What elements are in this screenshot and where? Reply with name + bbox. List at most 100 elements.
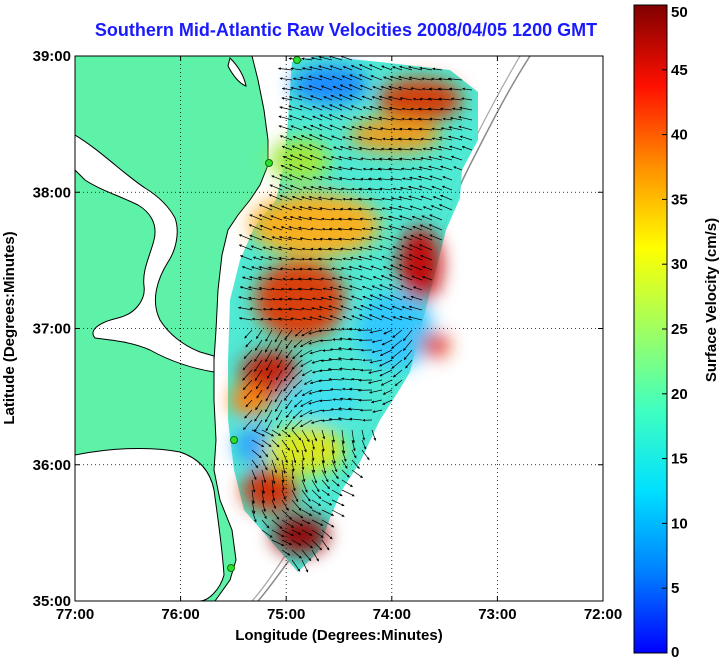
velocity-arrow <box>281 145 293 151</box>
velocity-arrow <box>369 329 383 334</box>
velocity-arrow <box>390 117 403 121</box>
velocity-arrow <box>301 307 313 311</box>
velocity-arrow <box>281 469 285 483</box>
velocity-arrow <box>399 254 413 261</box>
velocity-arrow <box>282 155 293 161</box>
velocity-arrow <box>261 449 269 458</box>
velocity-arrow <box>361 227 373 231</box>
velocity-arrow <box>252 256 263 261</box>
velocity-arrow <box>338 285 353 291</box>
velocity-arrow <box>301 559 309 573</box>
velocity-arrow <box>330 328 343 331</box>
velocity-arrow <box>340 115 353 121</box>
velocity-patch <box>235 427 275 463</box>
velocity-arrow <box>329 315 343 321</box>
velocity-arrow <box>438 155 453 161</box>
velocity-arrow <box>258 266 273 271</box>
velocity-arrow <box>331 439 335 454</box>
velocity-arrow <box>262 246 273 251</box>
velocity-arrow <box>311 359 323 364</box>
velocity-arrow <box>288 307 303 311</box>
velocity-arrow <box>399 215 413 221</box>
velocity-arrow <box>409 176 423 181</box>
velocity-arrow <box>288 246 303 251</box>
velocity-arrow <box>388 274 403 281</box>
velocity-arrow <box>369 105 383 111</box>
velocity-arrow <box>381 197 393 201</box>
velocity-arrow <box>319 206 333 211</box>
velocity-arrow <box>393 369 403 378</box>
velocity-arrow <box>382 266 393 271</box>
velocity-arrow <box>281 509 293 520</box>
velocity-arrow <box>238 296 253 301</box>
velocity-arrow <box>340 305 353 311</box>
velocity-arrow <box>461 97 473 101</box>
velocity-arrow <box>274 389 283 403</box>
velocity-arrow <box>261 529 273 538</box>
velocity-arrow <box>285 399 293 410</box>
colorbar-tick-label: 30 <box>671 256 688 273</box>
velocity-arrow <box>379 187 393 191</box>
velocity-arrow <box>271 287 283 291</box>
velocity-arrow <box>271 449 279 461</box>
velocity-arrow <box>348 156 363 161</box>
velocity-arrow <box>409 147 423 151</box>
velocity-arrow <box>358 64 373 71</box>
velocity-arrow <box>310 186 323 191</box>
velocity-arrow <box>309 349 323 355</box>
velocity-arrow <box>403 339 413 351</box>
velocity-arrow <box>291 469 295 480</box>
velocity-arrow <box>399 274 413 281</box>
velocity-arrow <box>379 284 393 291</box>
velocity-arrow <box>301 369 313 377</box>
velocity-arrow <box>461 87 473 91</box>
velocity-arrow <box>322 287 333 291</box>
velocity-arrow <box>418 166 433 171</box>
velocity-arrow <box>369 294 383 301</box>
velocity-arrow <box>321 509 335 516</box>
velocity-arrow <box>261 459 268 471</box>
x-tick-label: 72:00 <box>584 606 622 623</box>
velocity-arrow <box>278 236 293 241</box>
velocity-arrow <box>418 234 433 241</box>
velocity-arrow <box>408 315 423 321</box>
velocity-arrow <box>432 196 443 201</box>
velocity-arrow <box>342 315 353 321</box>
velocity-arrow <box>284 389 293 401</box>
velocity-arrow <box>338 237 353 241</box>
velocity-arrow <box>328 186 343 191</box>
velocity-arrow <box>362 106 373 111</box>
velocity-arrow <box>281 97 293 101</box>
velocity-arrow <box>291 359 303 370</box>
velocity-arrow <box>299 339 313 348</box>
velocity-arrow <box>301 489 311 502</box>
velocity-arrow <box>378 116 393 121</box>
velocity-arrow <box>410 234 423 241</box>
velocity-arrow <box>321 489 330 496</box>
velocity-arrow <box>269 184 283 191</box>
velocity-arrow <box>288 95 303 101</box>
radar-site-marker <box>265 159 273 167</box>
velocity-arrow <box>418 127 433 131</box>
velocity-arrow <box>310 227 323 231</box>
velocity-arrow <box>331 509 345 517</box>
velocity-arrow <box>311 539 323 551</box>
velocity-arrow <box>308 75 323 81</box>
velocity-arrow <box>248 296 263 301</box>
velocity-arrow <box>319 114 333 121</box>
velocity-arrow <box>429 146 443 151</box>
velocity-arrow <box>368 115 383 121</box>
velocity-arrow <box>298 85 313 91</box>
velocity-arrow <box>278 256 293 261</box>
velocity-arrow <box>291 449 297 464</box>
pamlico-sound <box>75 447 225 601</box>
velocity-arrow <box>301 469 306 483</box>
velocity-arrow <box>308 195 323 201</box>
velocity-arrow <box>402 177 413 181</box>
velocity-arrow <box>332 85 343 91</box>
velocity-arrow <box>418 244 433 251</box>
velocity-arrow <box>289 185 303 191</box>
velocity-arrow <box>319 339 333 343</box>
velocity-arrow <box>303 379 313 385</box>
velocity-arrow <box>265 419 273 432</box>
